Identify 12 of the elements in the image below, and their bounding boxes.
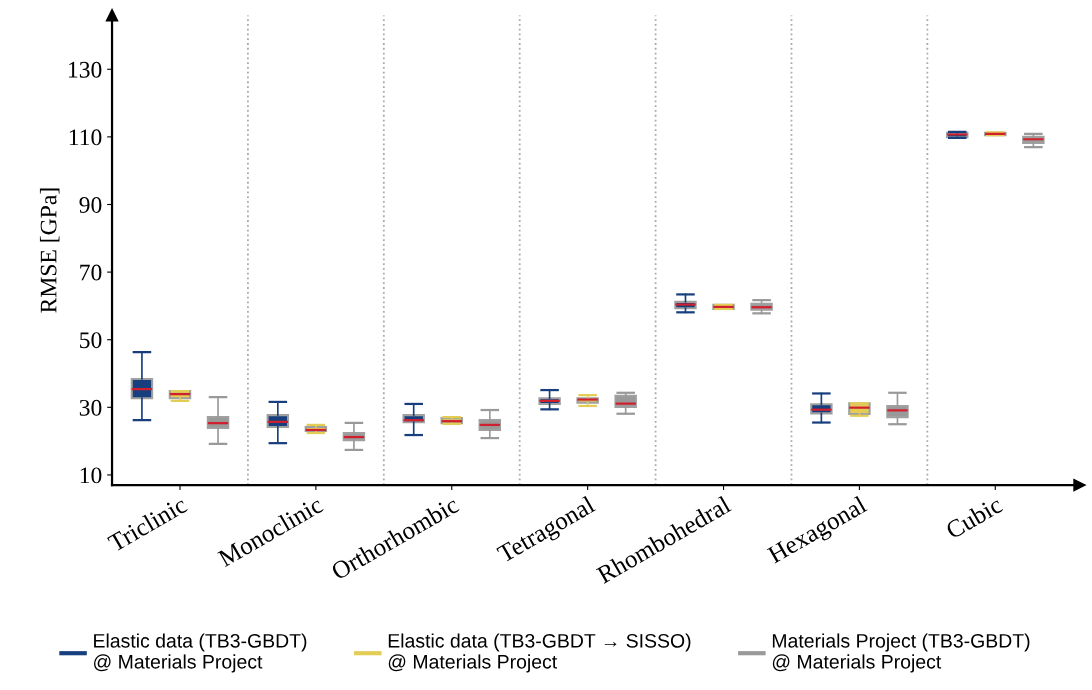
y-tick-label: 110 [69, 129, 102, 146]
y-tick-label: 130 [68, 61, 102, 78]
y-tick-label: 50 [80, 332, 102, 349]
x-tick-label: Cubic [944, 495, 1004, 540]
y-tick-label: 90 [79, 196, 102, 213]
y-tick-label: 10 [80, 467, 102, 484]
y-axis-title: RMSE [GPa] [39, 188, 60, 313]
legend-label: Elastic data (TB3-GBDT → SISSO) @ Materials Project [388, 633, 691, 673]
legend-label: Elastic data (TB3-GBDT) @ Materials Project [94, 633, 307, 673]
y-tick-label: 30 [79, 399, 102, 416]
legend-label: Materials Project (TB3-GBDT) @ Materials Project [772, 633, 1030, 673]
y-tick-label: 70 [80, 264, 102, 281]
